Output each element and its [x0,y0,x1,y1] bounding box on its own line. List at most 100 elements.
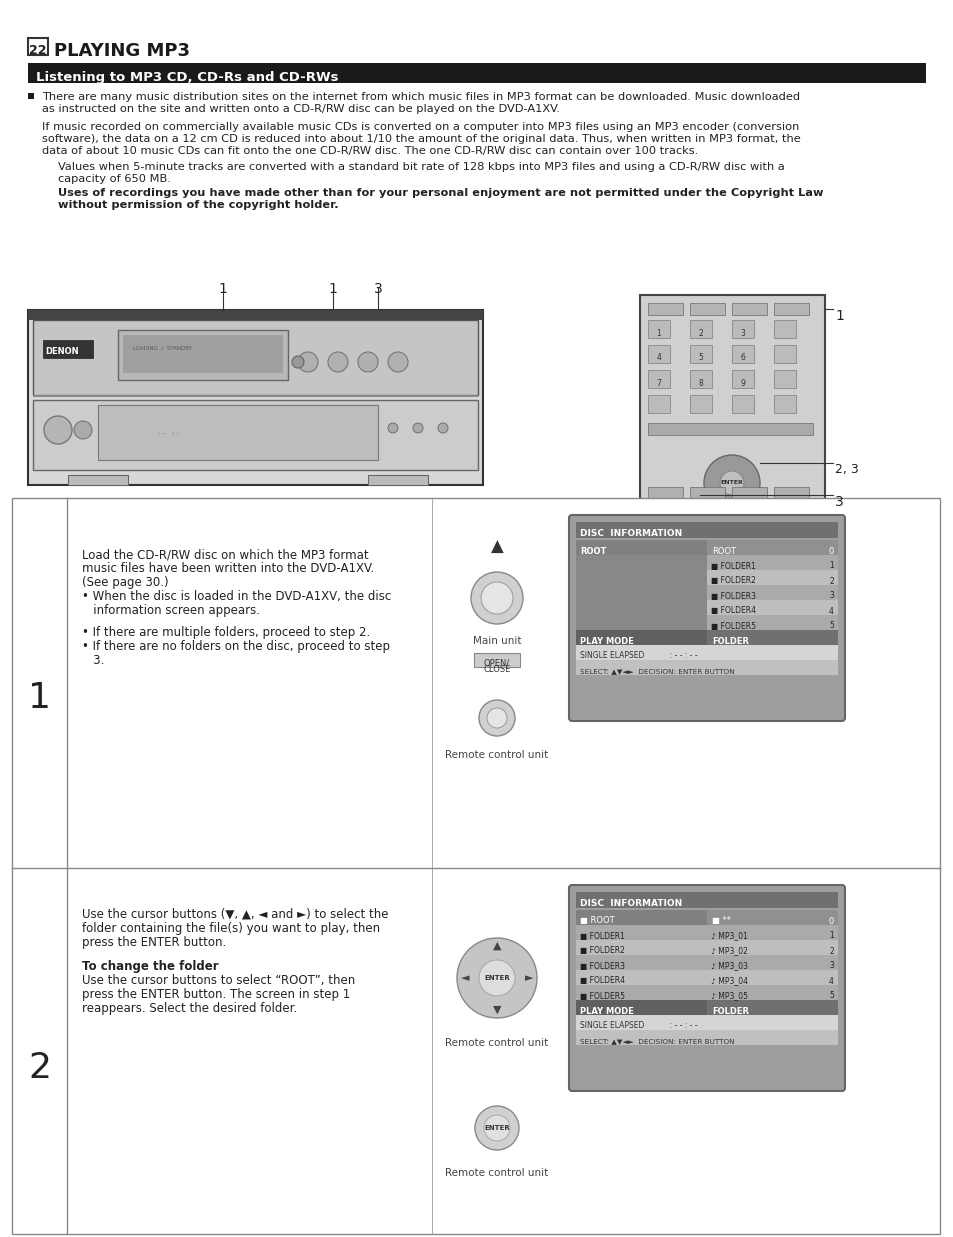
Text: ♪ MP3_03: ♪ MP3_03 [710,961,747,971]
Bar [576,910,706,925]
Circle shape [297,353,317,372]
Bar [123,335,283,374]
Bar [773,345,795,362]
Bar [706,630,837,644]
Bar [576,615,706,630]
Bar [576,555,706,570]
Text: software), the data on a 12 cm CD is reduced into about 1/10 the amount of the o: software), the data on a 12 cm CD is red… [42,134,800,143]
Circle shape [388,423,397,433]
Text: ENTER: ENTER [483,1124,509,1131]
Circle shape [703,455,760,511]
Bar [731,320,753,338]
Bar [706,555,837,570]
Text: PLAY MODE: PLAY MODE [579,637,633,646]
Bar [576,940,706,955]
Circle shape [74,421,91,439]
Text: 3: 3 [828,591,833,600]
Bar [706,570,837,585]
Text: SELECT: ▲▼◄►  DECISION: ENTER BUTTON: SELECT: ▲▼◄► DECISION: ENTER BUTTON [579,668,734,674]
Text: 2: 2 [828,576,833,585]
Bar [647,487,682,499]
Circle shape [480,581,513,614]
Bar [576,541,706,555]
Text: ▲: ▲ [493,941,500,951]
Text: 5: 5 [828,992,833,1001]
Text: 7: 7 [656,379,660,387]
Text: ■ FOLDER2: ■ FOLDER2 [579,946,624,955]
Text: ♪ MP3_05: ♪ MP3_05 [710,992,747,1001]
Bar [706,940,837,955]
Text: To change the folder: To change the folder [82,960,218,974]
Text: DISC  INFORMATION: DISC INFORMATION [579,529,681,538]
Bar [689,370,711,388]
Text: Remote control unit: Remote control unit [445,750,548,760]
Text: Main unit: Main unit [473,636,520,646]
Text: folder containing the file(s) you want to play, then: folder containing the file(s) you want t… [82,922,379,935]
Text: 2, 3: 2, 3 [834,463,858,476]
Bar [773,487,808,499]
Bar [33,395,477,397]
Bar [706,600,837,615]
Text: ♪ MP3_01: ♪ MP3_01 [710,931,747,940]
Text: 1: 1 [828,931,833,940]
Text: There are many music distribution sites on the internet from which music files i: There are many music distribution sites … [42,92,800,101]
Bar [576,999,706,1016]
Text: • If there are multiple folders, proceed to step 2.: • If there are multiple folders, proceed… [82,626,370,640]
Text: reappears. Select the desired folder.: reappears. Select the desired folder. [82,1002,297,1016]
Bar [647,423,812,435]
Bar [576,585,706,600]
Text: ■ FOLDER3: ■ FOLDER3 [710,591,755,600]
Bar [647,303,682,315]
Bar [706,955,837,970]
Bar [576,522,837,538]
Text: 1: 1 [834,309,843,323]
Text: 3: 3 [828,961,833,971]
Text: press the ENTER button.: press the ENTER button. [82,936,226,949]
Text: ►: ► [524,974,533,983]
Bar [576,925,706,940]
Bar [43,340,92,357]
Text: 3: 3 [374,282,382,296]
Bar [731,370,753,388]
Text: 1: 1 [29,682,51,715]
Bar [706,985,837,999]
Bar [576,630,706,644]
Bar [647,345,669,362]
Text: If music recorded on commercially available music CDs is converted on a computer: If music recorded on commercially availa… [42,122,799,132]
Bar [647,370,669,388]
Text: OPEN/: OPEN/ [483,658,510,668]
Circle shape [388,353,408,372]
Text: (See page 30.): (See page 30.) [82,576,169,589]
Bar [731,303,766,315]
Text: ▼: ▼ [493,1004,500,1016]
Text: ■ FOLDER4: ■ FOLDER4 [710,606,755,616]
Text: as instructed on the site and written onto a CD-R/RW disc can be played on the D: as instructed on the site and written on… [42,104,559,114]
Text: 3: 3 [834,495,842,508]
Bar [118,330,288,380]
Text: • If there are no folders on the disc, proceed to step: • If there are no folders on the disc, p… [82,640,390,653]
Circle shape [437,423,448,433]
Bar [689,345,711,362]
Circle shape [328,353,348,372]
Text: 1: 1 [218,282,227,296]
Bar [773,395,795,413]
Bar [773,320,795,338]
Bar [773,303,808,315]
Bar [368,475,428,485]
Bar [576,970,706,985]
Text: 6: 6 [740,354,744,362]
Bar [689,303,724,315]
Bar [731,487,766,499]
Bar [706,970,837,985]
Text: 8: 8 [698,379,702,387]
Text: SINGLE ELAPSED: SINGLE ELAPSED [579,652,643,661]
Bar [28,93,34,99]
Text: • When the disc is loaded in the DVD-A1XV, the disc: • When the disc is loaded in the DVD-A1X… [82,590,391,602]
Text: press the ENTER button. The screen in step 1: press the ENTER button. The screen in st… [82,988,350,1001]
Text: Uses of recordings you have made other than for your personal enjoyment are not : Uses of recordings you have made other t… [58,188,822,198]
Text: 0: 0 [828,547,833,555]
Circle shape [475,1106,518,1150]
Text: 3.: 3. [82,654,104,667]
Text: music files have been written into the DVD-A1XV.: music files have been written into the D… [82,562,374,575]
Text: 0: 0 [828,917,833,925]
